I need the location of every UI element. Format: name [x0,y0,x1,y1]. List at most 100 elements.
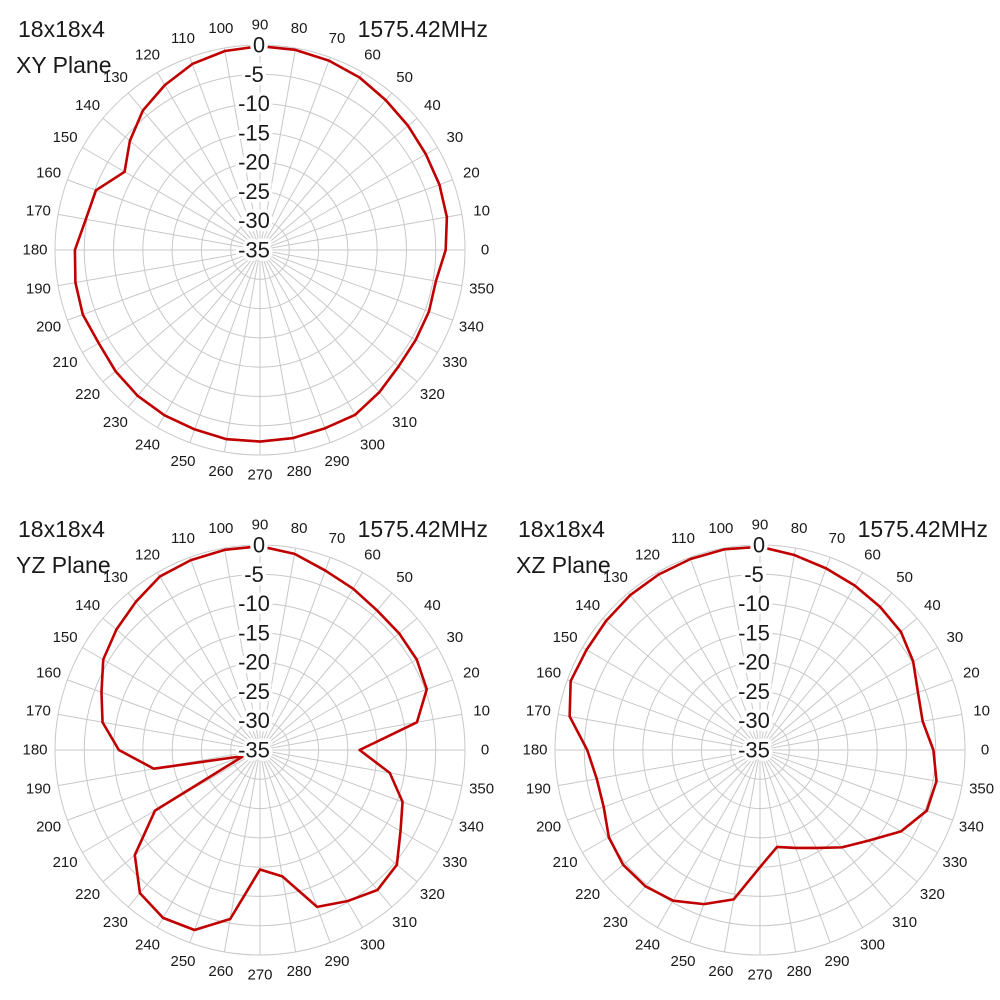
frequency-label: 1575.42MHz [357,516,488,542]
angle-tick-label: 40 [424,597,441,614]
antenna-size-label: 18x18x4 [18,16,105,42]
angle-tick-label: 340 [959,819,984,836]
angle-tick-label: 100 [208,20,233,37]
polar-chart-xy-plane: 0 10 20 30 40 50 60 70 80 90 100 110 120 130 140 150 160… [0,0,500,500]
angle-spoke-gridline [602,749,761,883]
radial-ring-gridline [613,603,907,897]
angle-spoke-gridline [58,713,261,751]
angle-tick-label: 280 [787,963,812,980]
angle-spoke-gridline [189,557,261,751]
angle-spoke-gridline [759,749,893,908]
radial-tick-label: -30 [238,708,270,733]
angle-spoke-gridline [657,749,761,928]
radial-ring-gridline [113,603,407,897]
angle-spoke-gridline [223,249,261,452]
angle-spoke-gridline [82,147,261,251]
angle-tick-label: 50 [896,569,913,586]
angle-tick-label: 250 [170,453,195,470]
radial-ring-gridline [730,720,790,780]
angle-spoke-gridline [259,249,393,408]
angle-tick-label: 120 [635,547,660,564]
angle-tick-label: 20 [463,665,480,682]
angle-tick-label: 350 [469,281,494,298]
angle-tick-label: 70 [329,530,346,547]
angle-spoke-gridline [759,749,863,928]
angle-tick-label: 190 [526,781,551,798]
angle-spoke-gridline [127,249,261,408]
radiation-pattern-trace [73,44,449,443]
angle-spoke-gridline [223,48,261,251]
radial-tick-label: -25 [738,679,770,704]
angle-spoke-gridline [223,548,261,751]
angle-spoke-gridline [627,749,761,908]
radial-tick-label: -20 [738,650,770,675]
angle-spoke-gridline [259,92,393,251]
radial-tick-label: -5 [244,62,264,87]
radial-ring-gridline [700,690,820,810]
angle-spoke-gridline [58,213,261,251]
angle-spoke-gridline [58,249,261,287]
angle-tick-label: 220 [575,886,600,903]
frequency-label: 1575.42MHz [357,16,488,42]
angle-tick-label: 260 [708,963,733,980]
radial-tick-label: -30 [738,708,770,733]
angle-tick-label: 200 [36,819,61,836]
angle-spoke-gridline [259,548,297,751]
frequency-label: 1575.42MHz [857,516,988,542]
angle-tick-label: 140 [75,97,100,114]
angle-spoke-gridline [259,249,297,452]
radial-ring-gridline [142,132,378,368]
angle-tick-label: 180 [22,242,47,259]
angle-spoke-gridline [259,147,438,251]
angle-tick-label: 190 [26,781,51,798]
angle-tick-label: 170 [526,702,551,719]
angle-tick-label: 140 [75,597,100,614]
angle-spoke-gridline [157,572,261,751]
angle-spoke-gridline [759,749,953,821]
angle-tick-label: 40 [424,97,441,114]
angle-tick-label: 310 [892,914,917,931]
angle-tick-label: 190 [26,281,51,298]
angle-tick-label: 160 [36,165,61,182]
angle-spoke-gridline [759,617,918,751]
angle-tick-label: 320 [920,886,945,903]
angle-tick-label: 240 [135,436,160,453]
angle-spoke-gridline [259,249,453,321]
radial-ring-gridline [230,220,290,280]
angle-tick-label: 230 [103,914,128,931]
angle-spoke-gridline [259,57,331,251]
angle-tick-label: 210 [53,354,78,371]
angle-tick-label: 30 [447,129,464,146]
angle-spoke-gridline [558,749,761,787]
angle-tick-label: 240 [635,936,660,953]
angle-spoke-gridline [759,572,863,751]
angle-spoke-gridline [102,249,261,383]
angle-spoke-gridline [723,548,761,751]
radial-ring-gridline [200,190,320,310]
radial-tick-label: 0 [753,533,765,558]
angle-tick-label: 310 [392,914,417,931]
angle-spoke-gridline [157,72,261,251]
angle-spoke-gridline [259,48,297,251]
angle-tick-label: 110 [671,530,695,547]
angle-tick-label: 70 [829,530,846,547]
angle-spoke-gridline [102,749,261,883]
angle-tick-label: 230 [103,414,128,431]
angle-spoke-gridline [259,713,462,751]
angle-spoke-gridline [259,749,331,943]
radial-ring-gridline [171,161,349,339]
radiation-pattern-trace [568,545,938,906]
angle-tick-label: 20 [463,165,480,182]
angle-tick-label: 220 [75,386,100,403]
radial-tick-label: -35 [238,738,270,763]
angle-tick-label: 20 [963,665,980,682]
angle-tick-label: 90 [752,517,769,534]
radial-ring-gridline [83,73,437,427]
angle-tick-label: 120 [135,547,160,564]
angle-tick-label: 330 [942,854,967,871]
angle-spoke-gridline [759,679,953,751]
radial-tick-label: 0 [253,533,265,558]
angle-spoke-gridline [759,713,962,751]
radial-ring-gridline [171,661,349,839]
